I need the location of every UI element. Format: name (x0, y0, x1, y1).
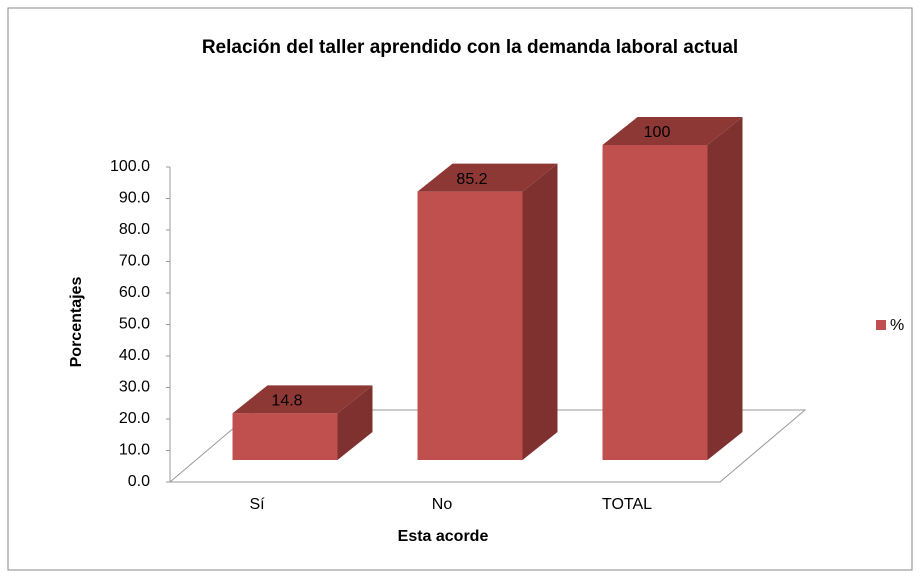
bar-top (417, 163, 558, 192)
bar-side (707, 117, 743, 460)
legend-label: % (890, 317, 904, 334)
data-label: 85.2 (456, 171, 487, 188)
y-tick-label: 60.0 (119, 284, 150, 301)
y-tick-label: 20.0 (119, 410, 150, 427)
y-tick-label: 90.0 (119, 190, 150, 207)
bar-side (522, 163, 558, 460)
x-tick-label: TOTAL (602, 496, 652, 513)
data-label: 14.8 (271, 393, 302, 410)
y-tick-label: 10.0 (119, 442, 150, 459)
bar (602, 145, 708, 460)
data-label: 100 (644, 124, 671, 141)
y-tick-label: 0.0 (128, 473, 150, 490)
x-tick-label: Sí (249, 496, 265, 513)
bar (417, 191, 523, 460)
y-tick-label: 40.0 (119, 347, 150, 364)
chart-title: Relación del taller aprendido con la dem… (202, 37, 738, 58)
y-tick-label: 30.0 (119, 379, 150, 396)
y-tick-label: 50.0 (119, 316, 150, 333)
bar-top (232, 385, 373, 414)
x-tick-label: No (432, 496, 453, 513)
bar-side (337, 385, 373, 460)
floor (168, 409, 807, 483)
bar-top (602, 117, 743, 145)
y-tick-label: 70.0 (119, 253, 150, 270)
y-tick-label: 100.0 (110, 158, 150, 175)
y-axis-title: Porcentajes (68, 277, 85, 368)
legend-swatch (876, 320, 886, 330)
y-tick-label: 80.0 (119, 221, 150, 238)
x-axis-title: Esta acorde (398, 528, 489, 545)
bar (232, 413, 338, 460)
